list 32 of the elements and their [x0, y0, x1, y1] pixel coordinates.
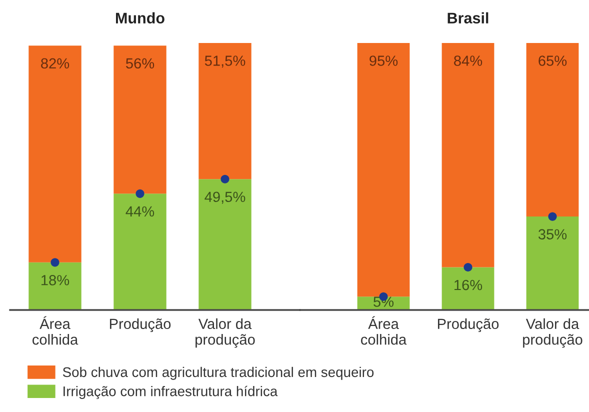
bar — [442, 267, 494, 310]
x-tick-label: Produção — [438, 318, 499, 332]
data-label: 95% — [370, 56, 398, 66]
data-label: 82% — [41, 58, 70, 69]
x-tick-label: Valor da produção — [523, 318, 582, 348]
bar — [526, 43, 579, 217]
bar — [114, 194, 166, 310]
bar — [114, 46, 166, 194]
bar — [357, 43, 410, 297]
x-tick-label: Produção — [110, 318, 171, 332]
data-label: 84% — [454, 56, 482, 66]
text: Mundo — [116, 12, 164, 24]
data-label: 18% — [42, 275, 70, 286]
bar — [526, 216, 579, 310]
data-label: 51,5% — [204, 56, 246, 68]
data-label: 49,5% — [204, 192, 246, 204]
data-label: 16% — [454, 280, 482, 290]
x-tick-label: Área colhida — [361, 316, 407, 345]
legend-label: Sob chuva com agricultura tradicional em sequeiro — [62, 366, 374, 380]
text: Brasil — [448, 12, 488, 24]
data-label: 65% — [538, 56, 567, 66]
bar — [28, 46, 82, 262]
bar — [442, 43, 494, 268]
x-tick-label: Área colhida — [32, 316, 78, 345]
x-tick-label: Valor da produção — [196, 318, 255, 348]
data-label: 44% — [126, 206, 154, 217]
bar — [28, 262, 82, 310]
data-label: 35% — [538, 229, 567, 240]
bar — [198, 179, 252, 310]
bar — [198, 43, 252, 180]
legend-label: Irrigação com infraestrutura hídrica — [64, 386, 278, 400]
data-label: 56% — [126, 58, 154, 69]
